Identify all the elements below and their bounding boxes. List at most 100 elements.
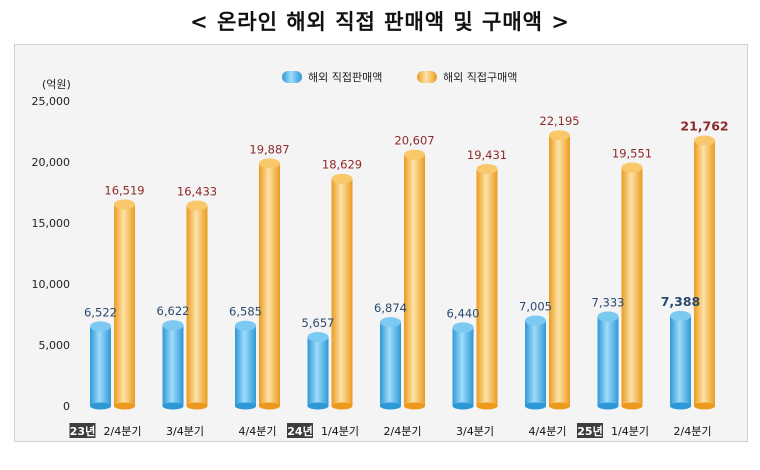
category-label: 2/4분기 bbox=[104, 425, 142, 438]
legend-label: 해외 직접구매액 bbox=[443, 70, 517, 84]
sales-bar bbox=[380, 322, 401, 406]
bar-top-cap bbox=[670, 310, 691, 321]
bar-base-cap bbox=[307, 402, 329, 410]
data-label: 21,762 bbox=[680, 119, 728, 134]
sales-bar bbox=[90, 326, 111, 406]
bar-top-cap bbox=[380, 317, 401, 328]
sales-bar bbox=[307, 336, 329, 406]
legend-swatch-purchase bbox=[417, 71, 437, 83]
sales-bar bbox=[162, 325, 184, 406]
bar-top-cap bbox=[621, 162, 643, 173]
bar-top-cap bbox=[549, 130, 570, 141]
y-axis: 0 5,000 10,000 15,000 20,000 25,000 bbox=[32, 95, 71, 413]
year-badge-label: 25년 bbox=[577, 424, 602, 438]
purchase-bar bbox=[404, 154, 425, 406]
legend: 해외 직접판매액 해외 직접구매액 bbox=[282, 70, 517, 84]
data-label: 19,551 bbox=[612, 146, 652, 160]
purchase-bar bbox=[186, 205, 208, 406]
bar-top-cap bbox=[90, 321, 111, 332]
category-label: 3/4분기 bbox=[456, 425, 494, 438]
category-label: 1/4분기 bbox=[611, 425, 649, 438]
purchase-bar bbox=[621, 167, 643, 406]
purchase-bar bbox=[694, 140, 715, 406]
data-label: 16,433 bbox=[177, 185, 217, 199]
bar-base-cap bbox=[235, 402, 256, 410]
bar-top-cap bbox=[162, 320, 184, 331]
y-tick-label: 5,000 bbox=[39, 339, 71, 352]
sales-bar bbox=[235, 325, 256, 406]
bar-top-cap bbox=[597, 311, 619, 322]
bar-top-cap bbox=[114, 199, 135, 210]
purchase-bar bbox=[331, 178, 353, 406]
category-label: 2/4분기 bbox=[384, 425, 422, 438]
year-badge bbox=[69, 423, 96, 438]
purchase-bar bbox=[259, 163, 280, 406]
bar-base-cap bbox=[452, 402, 474, 410]
data-label: 6,522 bbox=[84, 305, 117, 319]
year-badge bbox=[287, 423, 313, 438]
purchase-bar bbox=[549, 135, 570, 406]
data-label: 6,440 bbox=[447, 306, 480, 320]
chart-title: < 온라인 해외 직접 판매액 및 구매액 > bbox=[190, 9, 570, 34]
category-label: 4/4분기 bbox=[239, 425, 277, 438]
year-badge bbox=[577, 423, 603, 438]
bar-base-cap bbox=[694, 402, 715, 410]
sales-bar bbox=[525, 320, 546, 406]
y-tick-label: 20,000 bbox=[32, 156, 71, 169]
data-label: 22,195 bbox=[539, 114, 579, 128]
bar-top-cap bbox=[404, 149, 425, 160]
bar-base-cap bbox=[404, 402, 425, 410]
data-label: 16,519 bbox=[104, 183, 144, 197]
data-labels: 6,522 16,519 6,622 16,433 6,585 19,887 5,657 18… bbox=[84, 114, 729, 330]
legend-swatch-sales bbox=[282, 71, 302, 83]
bar-base-cap bbox=[259, 402, 280, 410]
year-badge-label: 23년 bbox=[70, 424, 95, 438]
sales-bar bbox=[670, 315, 691, 406]
bar-base-cap bbox=[549, 402, 570, 410]
y-tick-label: 10,000 bbox=[32, 278, 71, 291]
bar-top-cap bbox=[694, 135, 715, 146]
legend-label: 해외 직접판매액 bbox=[308, 70, 382, 84]
bar-top-cap bbox=[331, 173, 353, 184]
bar-top-cap bbox=[525, 315, 546, 326]
bar-base-cap bbox=[114, 402, 135, 410]
purchase-bar bbox=[114, 204, 135, 406]
bar-base-cap bbox=[597, 402, 619, 410]
bar-base-cap bbox=[380, 402, 401, 410]
bar-top-cap bbox=[186, 200, 208, 211]
y-tick-label: 15,000 bbox=[32, 217, 71, 230]
sales-bar bbox=[452, 327, 474, 406]
bar-base-cap bbox=[162, 402, 184, 410]
data-label: 19,887 bbox=[249, 142, 289, 156]
purchase-bar bbox=[476, 168, 498, 406]
category-label: 2/4분기 bbox=[674, 425, 712, 438]
bar-base-cap bbox=[90, 402, 111, 410]
y-tick-label: 0 bbox=[63, 400, 70, 413]
y-tick-label: 25,000 bbox=[32, 95, 71, 108]
bar-base-cap bbox=[525, 402, 546, 410]
data-label: 18,629 bbox=[322, 158, 362, 172]
bars bbox=[90, 130, 715, 410]
bar-top-cap bbox=[259, 158, 280, 169]
x-axis-labels: 23년 2/4분기 3/4분기 4/4분기 24년 1/4분기 2/4분기 3/4분기 4/4분… bbox=[69, 423, 712, 438]
bar-top-cap bbox=[452, 322, 474, 333]
bar-base-cap bbox=[331, 402, 353, 410]
bar-base-cap bbox=[186, 402, 208, 410]
bar-base-cap bbox=[670, 402, 691, 410]
bar-base-cap bbox=[476, 402, 498, 410]
bar-top-cap bbox=[307, 331, 329, 342]
data-label: 6,622 bbox=[157, 304, 190, 318]
sales-bar bbox=[597, 316, 619, 406]
data-label: 6,874 bbox=[374, 301, 407, 315]
data-label: 20,607 bbox=[394, 134, 434, 148]
data-label: 7,005 bbox=[519, 300, 552, 314]
data-label: 7,388 bbox=[661, 294, 701, 309]
data-label: 5,657 bbox=[302, 316, 335, 330]
bar-top-cap bbox=[235, 320, 256, 331]
category-label: 4/4분기 bbox=[529, 425, 567, 438]
bar-base-cap bbox=[621, 402, 643, 410]
data-label: 19,431 bbox=[467, 148, 507, 162]
data-label: 6,585 bbox=[229, 305, 262, 319]
category-label: 3/4분기 bbox=[166, 425, 204, 438]
category-label: 1/4분기 bbox=[321, 425, 359, 438]
